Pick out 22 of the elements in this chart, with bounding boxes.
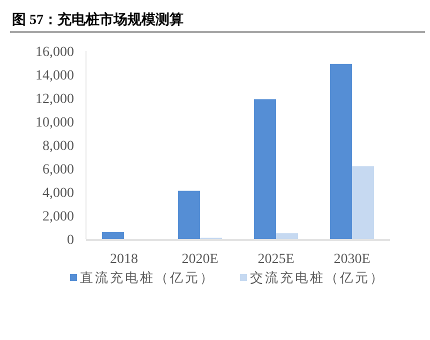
y-tick-label: 12,000	[36, 92, 74, 107]
y-tick-label: 2,000	[42, 210, 74, 224]
bar	[276, 233, 298, 239]
x-tick-label: 2020E	[182, 252, 218, 267]
y-tick-label: 16,000	[36, 45, 74, 60]
y-tick-label: 8,000	[42, 139, 74, 154]
bar	[330, 64, 352, 239]
y-tick-label: 0	[67, 233, 74, 248]
y-tick-label: 10,000	[36, 116, 74, 130]
bar	[102, 232, 124, 239]
x-tick-label: 2018	[110, 252, 138, 267]
x-tick-label: 2030E	[334, 252, 370, 267]
bar	[352, 166, 374, 239]
legend-label: 交流充电桩（亿元）	[250, 270, 385, 285]
y-tick-label: 4,000	[42, 186, 74, 201]
legend-label: 直流充电桩（亿元）	[80, 270, 215, 285]
chart-title: 图 57：充电桩市场规模测算	[12, 11, 184, 28]
x-tick-label: 2025E	[258, 252, 294, 267]
y-tick-label: 14,000	[36, 68, 74, 84]
bar	[178, 190, 200, 239]
bar	[254, 99, 276, 239]
y-tick-label: 6,000	[42, 162, 74, 178]
